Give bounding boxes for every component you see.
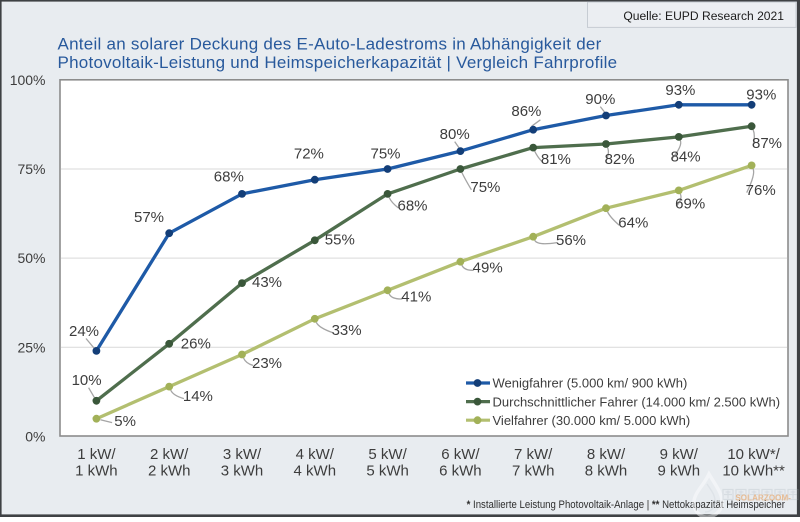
svg-text:7 kWh: 7 kWh	[512, 463, 555, 480]
svg-text:75%: 75%	[470, 179, 500, 196]
svg-text:55%: 55%	[325, 232, 355, 249]
svg-text:2 kW/: 2 kW/	[150, 446, 189, 463]
svg-text:4 kWh: 4 kWh	[294, 463, 337, 480]
svg-text:Anteil an solarer Deckung des: Anteil an solarer Deckung des E-Auto-Lad…	[58, 34, 602, 53]
svg-text:8 kW/: 8 kW/	[587, 446, 626, 463]
svg-text:SOLARZOOM-: SOLARZOOM-	[735, 494, 791, 503]
svg-text:5 kW/: 5 kW/	[368, 446, 407, 463]
svg-text:68%: 68%	[397, 197, 427, 214]
svg-text:6 kW/: 6 kW/	[441, 446, 480, 463]
svg-text:75%: 75%	[17, 161, 45, 177]
svg-text:93%: 93%	[746, 86, 776, 103]
svg-text:86%: 86%	[511, 103, 541, 120]
svg-text:10 kW*/: 10 kW*/	[727, 446, 780, 463]
svg-text:9 kWh: 9 kWh	[658, 463, 701, 480]
svg-text:26%: 26%	[181, 336, 211, 353]
svg-text:6 kWh: 6 kWh	[439, 463, 482, 480]
svg-text:9 kW/: 9 kW/	[660, 446, 699, 463]
svg-text:64%: 64%	[618, 215, 648, 232]
svg-text:Photovoltaik-Leistung und Heim: Photovoltaik-Leistung und Heimspeicherka…	[58, 53, 618, 72]
svg-text:2 kWh: 2 kWh	[148, 463, 191, 480]
svg-text:1 kW/: 1 kW/	[77, 446, 116, 463]
svg-text:Quelle: EUPD Research 2021: Quelle: EUPD Research 2021	[623, 9, 784, 23]
svg-text:10%: 10%	[72, 372, 102, 389]
svg-text:8 kWh: 8 kWh	[585, 463, 628, 480]
svg-text:3 kWh: 3 kWh	[221, 463, 264, 480]
svg-text:1 kWh: 1 kWh	[75, 463, 118, 480]
svg-text:50%: 50%	[17, 250, 45, 266]
svg-text:25%: 25%	[17, 339, 45, 355]
svg-text:69%: 69%	[675, 196, 705, 213]
svg-text:Durchschnittlicher Fahrer (14.: Durchschnittlicher Fahrer (14.000 km/ 2.…	[493, 394, 781, 409]
svg-text:84%: 84%	[671, 149, 701, 166]
svg-text:80%: 80%	[440, 126, 470, 143]
svg-text:0%: 0%	[25, 429, 45, 445]
svg-text:56%: 56%	[556, 232, 586, 249]
svg-text:82%: 82%	[605, 151, 635, 168]
svg-text:5%: 5%	[114, 413, 136, 430]
svg-text:57%: 57%	[134, 209, 164, 226]
svg-text:33%: 33%	[332, 322, 362, 339]
svg-text:68%: 68%	[214, 168, 244, 185]
svg-text:43%: 43%	[252, 274, 282, 291]
svg-text:81%: 81%	[541, 151, 571, 168]
svg-text:87%: 87%	[752, 135, 782, 152]
svg-text:3 kW/: 3 kW/	[223, 446, 262, 463]
svg-text:Vielfahrer (30.000 km/ 5.000 k: Vielfahrer (30.000 km/ 5.000 kWh)	[493, 413, 691, 428]
svg-text:93%: 93%	[665, 82, 695, 99]
svg-text:72%: 72%	[294, 146, 324, 163]
svg-text:7 kW/: 7 kW/	[514, 446, 553, 463]
svg-text:4 kW/: 4 kW/	[296, 446, 335, 463]
svg-text:24%: 24%	[69, 323, 99, 340]
svg-text:49%: 49%	[473, 260, 503, 277]
svg-text:75%: 75%	[370, 146, 400, 163]
svg-text:14%: 14%	[183, 388, 213, 405]
svg-text:10 kWh**: 10 kWh**	[722, 463, 785, 480]
svg-text:23%: 23%	[252, 355, 282, 372]
svg-text:5 kWh: 5 kWh	[366, 463, 409, 480]
svg-text:Wenigfahrer (5.000 km/ 900 kWh: Wenigfahrer (5.000 km/ 900 kWh)	[493, 376, 688, 391]
svg-text:90%: 90%	[585, 91, 615, 108]
svg-text:41%: 41%	[401, 288, 431, 305]
svg-text:* Installierte Leistung Photov: * Installierte Leistung Photovoltaik-Anl…	[467, 499, 786, 511]
svg-text:76%: 76%	[746, 182, 776, 199]
svg-text:100%: 100%	[10, 72, 46, 88]
